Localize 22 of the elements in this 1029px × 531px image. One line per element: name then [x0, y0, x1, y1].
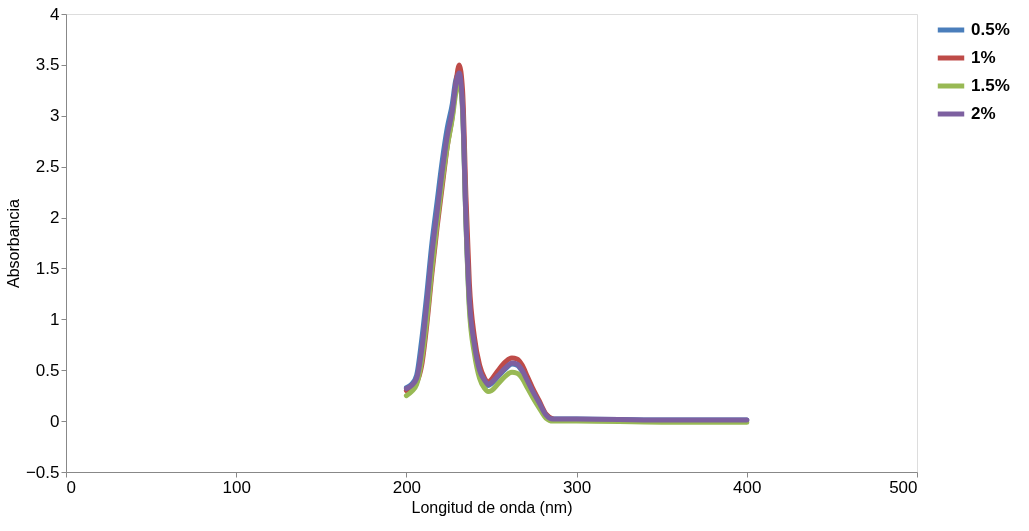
x-tick-label: 200 — [392, 477, 422, 497]
x-tick-label: 100 — [222, 477, 251, 497]
y-tick-label: 3 — [50, 106, 60, 126]
legend-label: 2% — [971, 104, 996, 123]
x-tick-label: 400 — [733, 477, 762, 497]
y-tick-label: −0.5 — [25, 462, 60, 482]
y-tick-label: 0 — [50, 411, 60, 431]
y-tick-label: 4 — [50, 4, 60, 24]
y-tick-label: 0.5 — [35, 360, 60, 380]
legend-label: 1% — [971, 48, 996, 67]
x-tick-label: 500 — [889, 477, 918, 497]
y-tick-label: 1.5 — [35, 258, 60, 278]
y-tick-label: 3.5 — [35, 55, 60, 75]
x-tick-label: 300 — [562, 477, 592, 497]
y-tick-label: 2.5 — [35, 157, 60, 177]
y-tick-label: 2 — [50, 208, 60, 228]
legend-label: 1.5% — [971, 76, 1010, 95]
x-tick-label: 0 — [66, 477, 76, 497]
legend-label: 0.5% — [971, 20, 1010, 39]
y-axis-title: Absorbancia — [4, 198, 22, 288]
x-axis-title: Longitud de onda (nm) — [411, 498, 573, 516]
y-tick-label: 1 — [50, 309, 60, 329]
